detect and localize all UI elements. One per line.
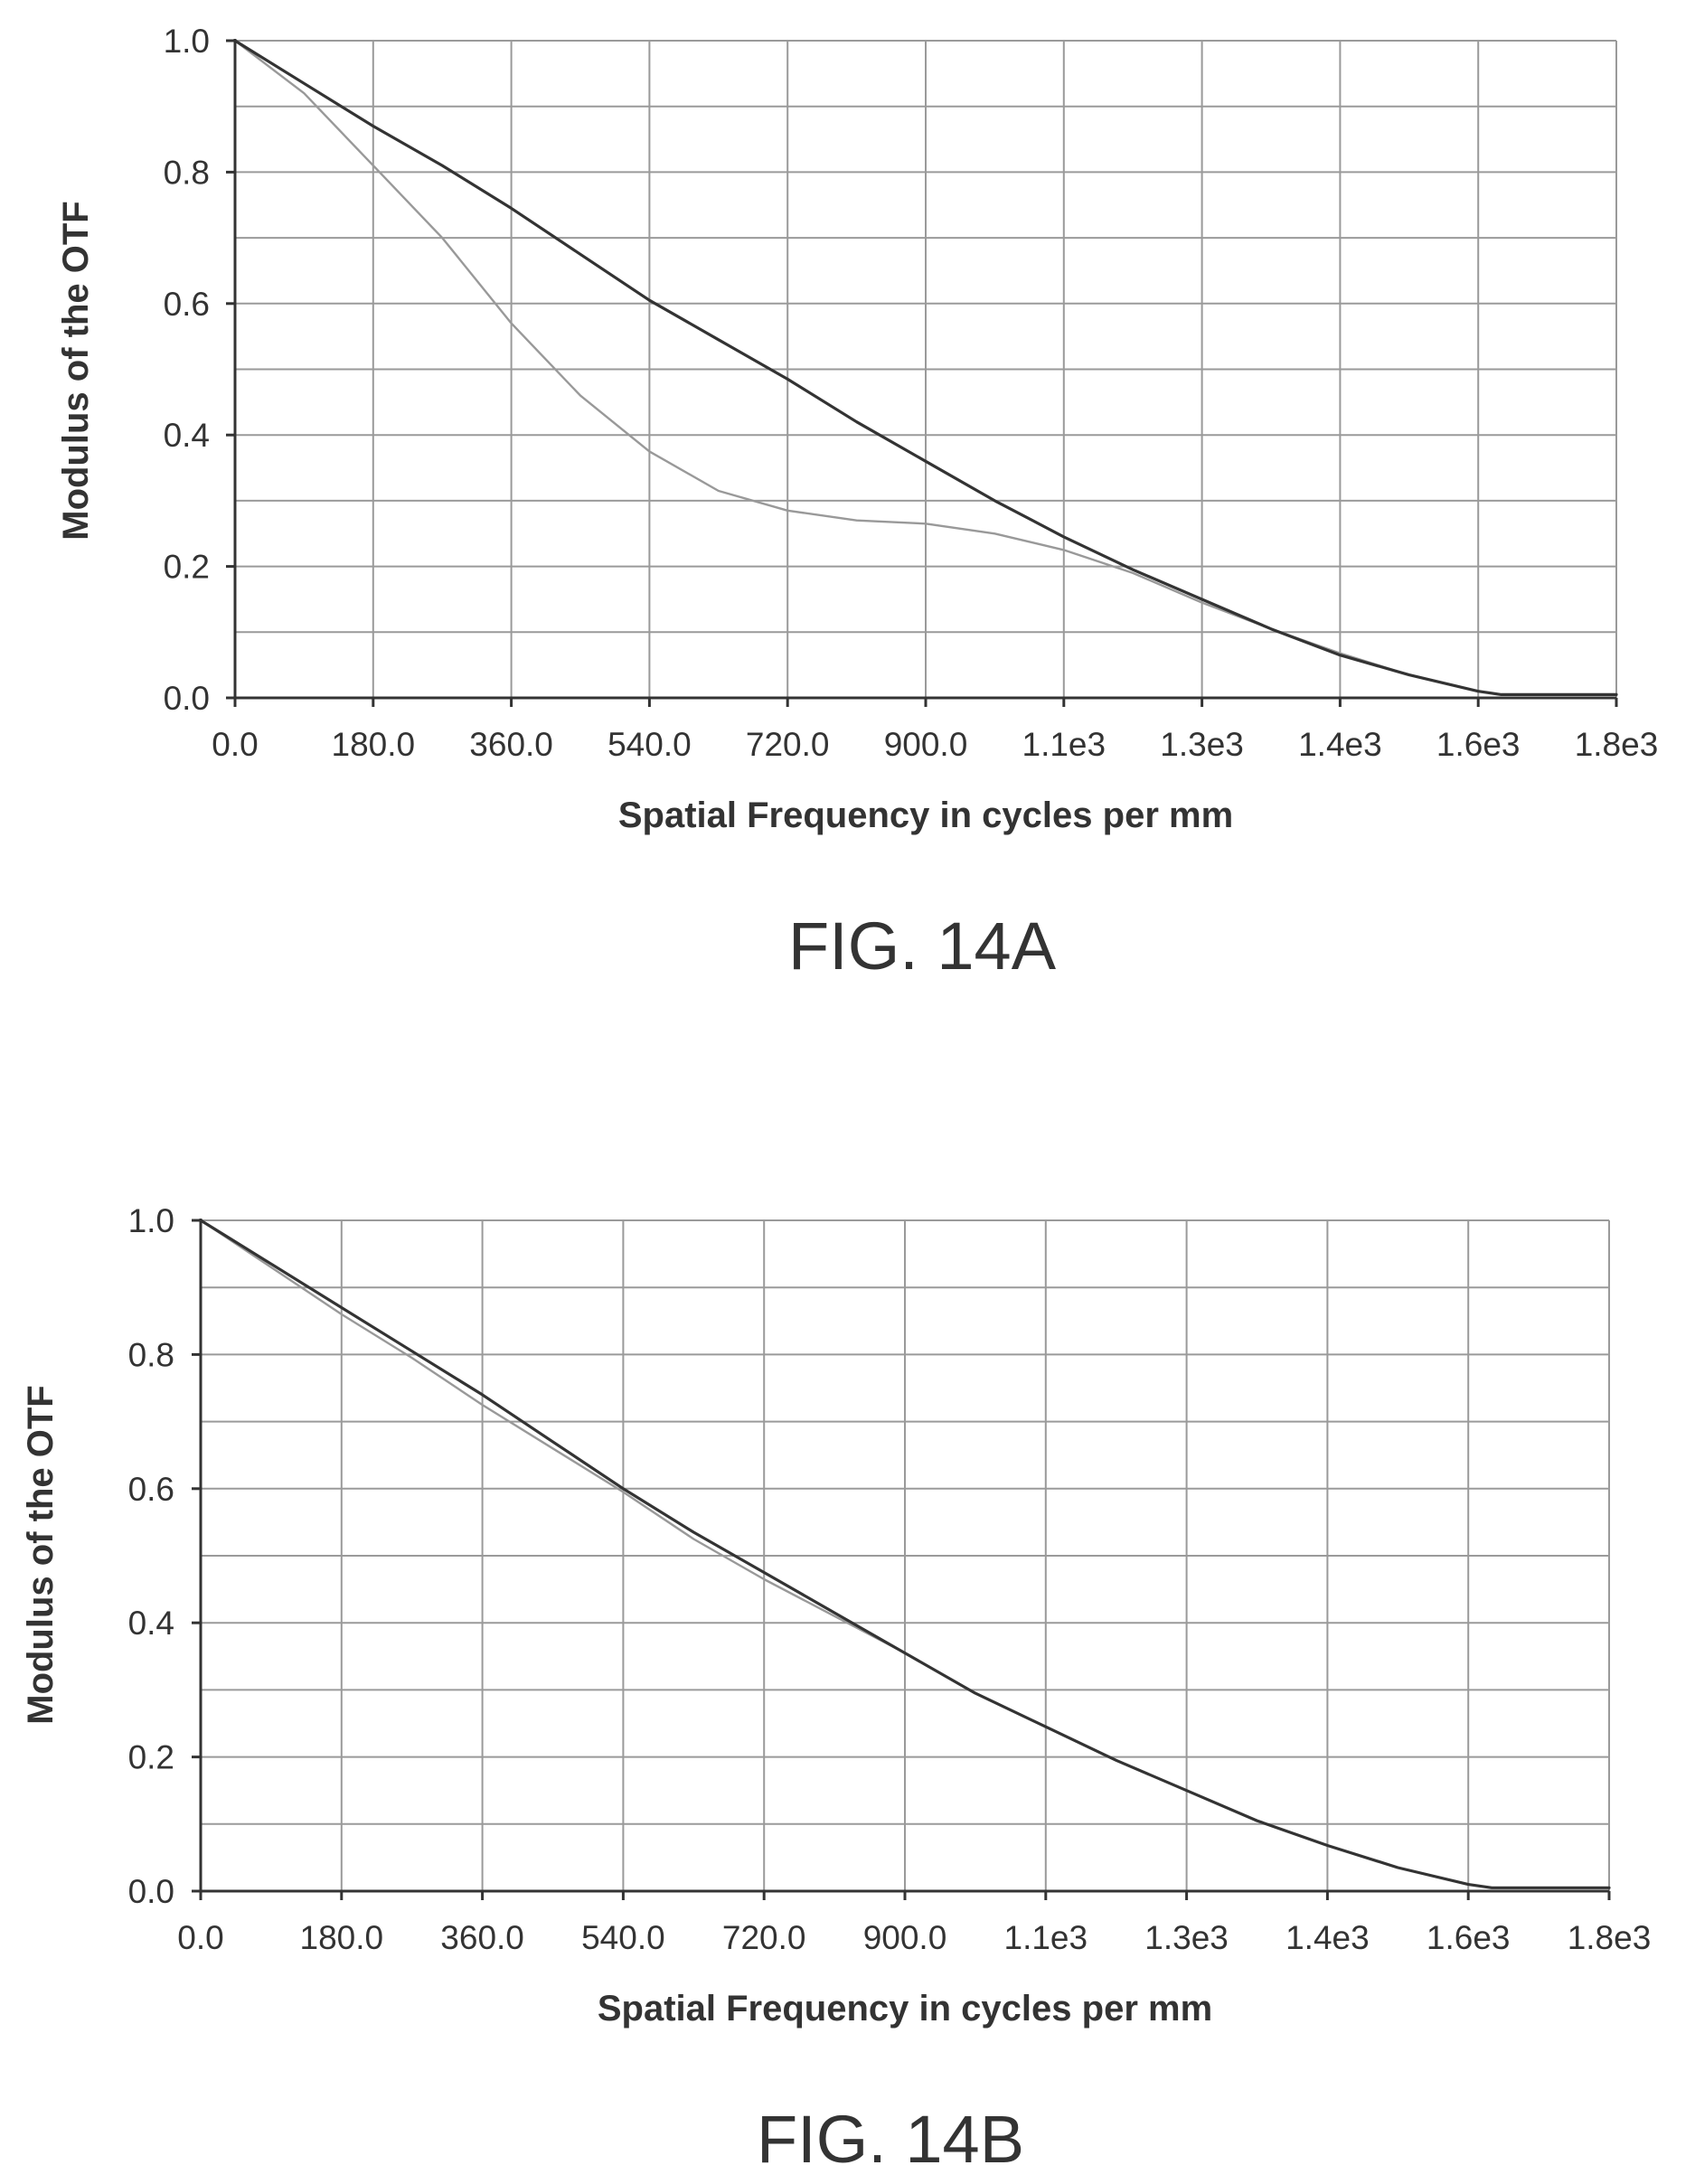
x-axis-title: Spatial Frequency in cycles per mm xyxy=(598,1989,1212,2029)
series-line-1 xyxy=(199,1219,1611,1889)
series-line-1 xyxy=(233,39,1618,696)
y-tick-label: 0.6 xyxy=(128,1471,174,1508)
x-tick-label: 360.0 xyxy=(469,726,553,763)
y-tick-label: 0.4 xyxy=(164,417,210,454)
x-tick-label: 900.0 xyxy=(884,726,968,763)
y-tick-label: 1.0 xyxy=(164,23,210,60)
y-tick-label: 0.6 xyxy=(164,286,210,323)
y-axis-title: Modulus of the OTF xyxy=(21,1385,61,1725)
x-tick-label: 1.1e3 xyxy=(1022,726,1106,763)
x-tick-label: 1.6e3 xyxy=(1436,726,1521,763)
x-tick-label: 1.3e3 xyxy=(1160,726,1244,763)
y-tick-label: 0.8 xyxy=(128,1336,174,1373)
grid xyxy=(200,1219,1610,1892)
x-tick-label: 720.0 xyxy=(722,1919,806,1956)
x-tick-label: 180.0 xyxy=(300,1919,384,1956)
y-tick-label: 0.0 xyxy=(164,680,210,717)
y-tick-label: 0.2 xyxy=(128,1739,174,1776)
x-tick-label: 1.4e3 xyxy=(1298,726,1382,763)
x-tick-label: 1.6e3 xyxy=(1427,1919,1511,1956)
y-tick-label: 0.0 xyxy=(128,1873,174,1910)
chart-1: 0.0 180.0 360.0 540.0 720.0 900.0 1.1e3 1.3e3 1.… xyxy=(56,23,1658,984)
x-tick-label: 0.0 xyxy=(177,1919,223,1956)
x-tick-label: 540.0 xyxy=(581,1919,665,1956)
chart-2: 0.0 180.0 360.0 540.0 720.0 900.0 1.1e3 1.3e3 1.… xyxy=(21,1202,1651,2177)
x-tick-label: 1.4e3 xyxy=(1285,1919,1370,1956)
x-tick-label: 720.0 xyxy=(746,726,830,763)
grid xyxy=(234,40,1617,699)
x-tick-label: 360.0 xyxy=(440,1919,524,1956)
x-tick-label: 180.0 xyxy=(332,726,416,763)
x-tick-label: 1.8e3 xyxy=(1575,726,1659,763)
figure-caption: FIG. 14B xyxy=(757,2102,1024,2177)
figure-caption: FIG. 14A xyxy=(788,908,1057,984)
x-tick-label: 1.1e3 xyxy=(1004,1919,1088,1956)
y-tick-label: 0.8 xyxy=(164,154,210,191)
x-tick-label: 1.8e3 xyxy=(1568,1919,1652,1956)
x-axis-title: Spatial Frequency in cycles per mm xyxy=(618,795,1233,835)
y-axis-title: Modulus of the OTF xyxy=(56,201,96,541)
y-tick-label: 1.0 xyxy=(128,1202,174,1239)
y-tick-label: 0.4 xyxy=(128,1605,174,1642)
x-tick-label: 540.0 xyxy=(607,726,692,763)
x-tick-label: 0.0 xyxy=(212,726,258,763)
x-tick-label: 900.0 xyxy=(863,1919,947,1956)
x-tick-label: 1.3e3 xyxy=(1144,1919,1229,1956)
y-tick-label: 0.2 xyxy=(164,549,210,586)
